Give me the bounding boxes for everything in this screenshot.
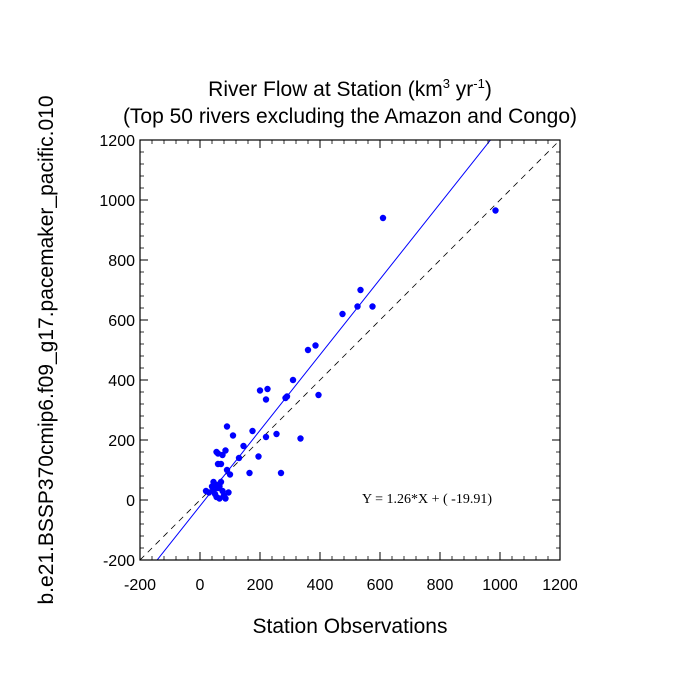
data-point [249, 427, 256, 435]
x-tick-label: 200 [247, 577, 274, 594]
data-point [223, 466, 231, 474]
chart-title-line2: (Top 50 rivers excluding the Amazon and … [123, 105, 577, 128]
data-point [273, 430, 280, 438]
data-point [304, 346, 312, 354]
data-point [315, 391, 322, 399]
data-point [240, 442, 247, 450]
reference-line [140, 140, 560, 560]
y-tick-label: 400 [108, 373, 135, 390]
data-point [246, 469, 253, 477]
x-tick-label: 0 [196, 577, 205, 594]
data-point [255, 453, 262, 460]
data-point [222, 495, 229, 502]
y-tick-label: 200 [108, 433, 135, 450]
data-point [277, 469, 285, 477]
x-axis-label: Station Observations [253, 615, 448, 638]
data-point [264, 385, 271, 393]
data-point [312, 342, 319, 349]
plot-area: -200 0 200 400 600 800 1000 1200 -200 0 200 400 600 8… [99, 133, 578, 594]
data-point [282, 394, 289, 402]
x-tick-label: 600 [367, 577, 394, 594]
data-point [223, 423, 231, 430]
data-point [213, 493, 220, 501]
x-tick-label: 1200 [542, 577, 578, 594]
data-point [202, 487, 210, 495]
y-tick-label: 1000 [99, 193, 135, 210]
y-tick-label: 600 [108, 313, 135, 330]
data-point [339, 310, 346, 318]
data-point [226, 471, 234, 478]
data-point [235, 454, 243, 462]
y-axis-label: b.e21.BSSP370cmip6.f09_g17.pacemaker_pac… [35, 95, 58, 604]
y-tick-label: 1200 [99, 133, 135, 150]
x-tick-label: 1000 [482, 577, 518, 594]
data-point [289, 376, 297, 384]
data-point [217, 478, 225, 486]
x-tick-label: 400 [307, 577, 334, 594]
regression-equation: Y = 1.26*X + ( -19.91) [362, 492, 492, 507]
data-point [214, 460, 222, 468]
data-point [256, 387, 264, 394]
data-point [379, 214, 387, 222]
x-tick-label: -200 [124, 577, 156, 594]
data-point [297, 435, 304, 442]
data-point [210, 478, 217, 486]
plot-frame [139, 139, 561, 561]
y-tick-label: 800 [108, 253, 135, 270]
data-point [354, 303, 361, 310]
x-tick-label: 800 [427, 577, 454, 594]
data-point [492, 207, 499, 214]
chart-title-line1: River Flow at Station (km3 yr-1) [208, 76, 492, 101]
data-point [229, 432, 237, 439]
data-point [369, 303, 376, 310]
y-tick-label: 0 [126, 493, 135, 510]
data-point [262, 396, 270, 403]
data-point [222, 447, 229, 454]
data-point [213, 448, 220, 456]
y-tick-label: -200 [103, 553, 135, 570]
regression-line [156, 140, 492, 560]
data-point [225, 489, 232, 496]
data-point [262, 433, 270, 441]
data-point [357, 286, 364, 294]
